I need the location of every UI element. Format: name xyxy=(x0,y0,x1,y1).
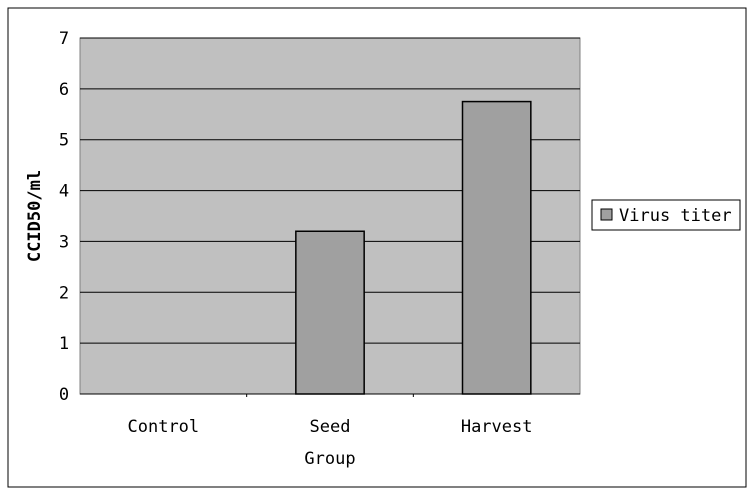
x-tick-label: Control xyxy=(128,417,200,437)
y-tick-label: 0 xyxy=(59,385,69,405)
y-tick-label: 4 xyxy=(59,182,69,202)
y-tick-label: 2 xyxy=(59,283,69,303)
y-tick-label: 5 xyxy=(59,131,69,151)
x-axis-label: Group xyxy=(304,449,355,469)
y-tick-label: 7 xyxy=(59,29,69,49)
y-tick-label: 3 xyxy=(59,232,69,252)
bars xyxy=(295,100,532,395)
legend-box xyxy=(591,199,741,231)
y-axis-tick-labels: 0 1 2 3 4 5 6 7 xyxy=(59,29,69,405)
x-axis-ticks xyxy=(246,394,414,397)
bar-seed xyxy=(295,230,365,395)
y-tick-label: 1 xyxy=(59,334,69,354)
bar-harvest xyxy=(461,100,532,395)
x-tick-label: Seed xyxy=(310,417,351,437)
x-axis-tick-labels: Control Seed Harvest xyxy=(128,417,533,437)
legend-label: Virus titer xyxy=(619,206,732,226)
legend: Virus titer xyxy=(591,199,741,231)
y-tick-label: 6 xyxy=(59,80,69,100)
x-tick-label: Harvest xyxy=(461,417,533,437)
legend-swatch xyxy=(600,208,613,221)
y-axis-label: CCID50/ml xyxy=(25,170,45,262)
